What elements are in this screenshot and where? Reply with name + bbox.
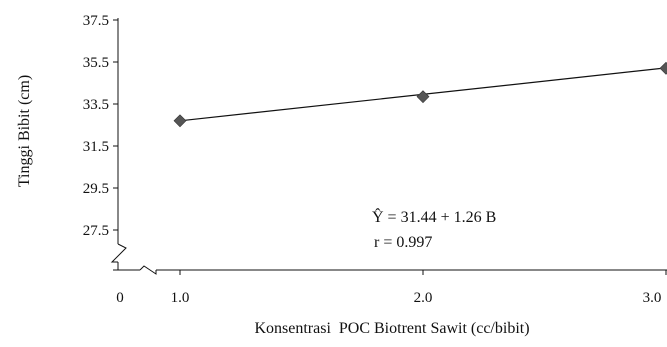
regression-equation: Ŷ = 31.44 + 1.26 B	[372, 207, 496, 226]
y-tick-label: 37.5	[83, 13, 109, 29]
x-ticks: 0 1.0 2.0 3.0	[116, 270, 667, 306]
plot-area	[173, 61, 667, 128]
data-point-marker	[416, 90, 430, 104]
x-tick-label: 3.0	[643, 290, 662, 306]
y-tick-label: 27.5	[83, 223, 109, 239]
data-point-marker	[659, 61, 667, 75]
data-point-marker	[173, 114, 187, 128]
y-axis-title: Tinggi Bibit (cm)	[16, 75, 33, 187]
y-axis-break	[110, 243, 127, 263]
y-tick-label: 29.5	[83, 181, 109, 197]
correlation-label: r = 0.997	[374, 234, 432, 251]
y-ticks: 37.5 35.5 33.5 31.5 29.5 27.5	[83, 13, 118, 271]
x-axis-title: Konsentrasi POC Biotrent Sawit (cc/bibit…	[254, 320, 529, 337]
x-axis-break	[139, 265, 157, 275]
x-tick-label: 2.0	[414, 290, 433, 306]
y-tick-label: 31.5	[83, 139, 109, 155]
x-tick-label: 1.0	[171, 290, 190, 306]
y-tick-label: 33.5	[83, 97, 109, 113]
x-tick-label: 0	[116, 290, 124, 306]
y-tick-label: 35.5	[83, 55, 109, 71]
